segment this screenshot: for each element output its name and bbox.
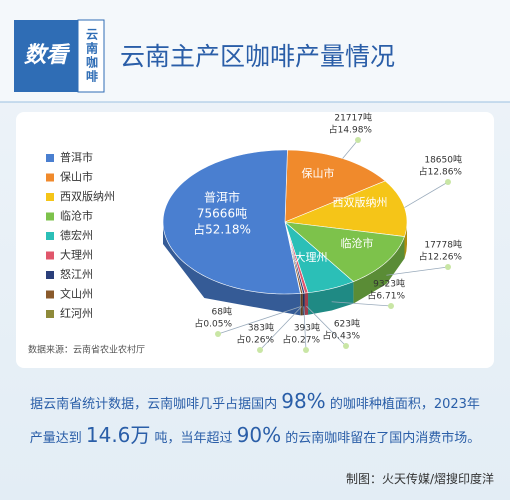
legend-label: 文山州	[60, 287, 93, 301]
legend-label: 德宏州	[60, 228, 93, 242]
callout-dot	[445, 179, 451, 185]
legend-swatch	[46, 173, 54, 182]
note: 据云南省统计数据，云南咖啡几乎占据国内 98% 的咖啡种植面积，2023年 产量达…	[0, 386, 510, 454]
legend-swatch	[46, 290, 54, 299]
slice	[284, 221, 354, 294]
percent-label: 占6.71%	[367, 290, 405, 302]
legend-swatch	[46, 251, 54, 260]
value-label: 17778吨	[424, 239, 462, 251]
callout-line	[259, 306, 303, 351]
callout-dot	[257, 347, 263, 353]
callout-dot	[388, 303, 394, 309]
slice	[284, 149, 386, 223]
callout-line	[331, 301, 392, 307]
callout-line	[404, 181, 449, 208]
percent-label: 占0.27%	[282, 334, 320, 346]
percent-label: 占0.05%	[194, 318, 232, 330]
legend-swatch	[46, 310, 54, 318]
legend-swatch	[46, 232, 54, 240]
legend-label: 怒江州	[60, 267, 93, 281]
slice-side	[304, 292, 309, 316]
callout-line	[306, 305, 347, 347]
slice-side	[308, 281, 354, 315]
callout-line	[342, 139, 359, 159]
badge-box	[14, 20, 78, 92]
slice-side	[163, 222, 301, 316]
legend-swatch	[46, 154, 54, 162]
note-line: 据云南省统计数据，云南咖啡几乎占据国内 98% 的咖啡种植面积，2023年	[0, 386, 510, 420]
percent-label: 占14.98%	[329, 124, 373, 136]
value-label: 18650吨	[424, 154, 462, 166]
title: 云南主产区咖啡产量情况	[120, 42, 395, 71]
slice-side	[353, 236, 405, 304]
slice-label: 大理州	[295, 250, 328, 264]
legend-label: 大理州	[60, 248, 93, 262]
note-text: 的云南咖啡留在了国内消费市场。	[281, 431, 481, 446]
value-label: 9323吨	[373, 278, 405, 290]
tag-box	[77, 19, 105, 93]
note-text: 的咖啡种植面积，2023年	[325, 397, 480, 412]
note-text: 产量达到	[29, 431, 86, 446]
legend-swatch	[46, 271, 54, 279]
legend-label: 保山市	[60, 170, 93, 184]
callout-line	[217, 306, 301, 335]
slice-label: 西双版纳州	[333, 195, 388, 209]
legend-label: 临沧市	[60, 209, 93, 223]
slice-percent: 占52.18%	[193, 222, 251, 237]
note-text: 据云南省统计数据，云南咖啡几乎占据国内	[30, 397, 282, 412]
legend-label: 红河州	[60, 307, 93, 320]
slice-value: 75666吨	[197, 207, 247, 221]
value-label: 623吨	[334, 318, 360, 330]
callout-line	[386, 266, 449, 276]
note-highlight: 98%	[281, 389, 326, 413]
badge: 数看	[24, 43, 71, 68]
note-highlight: 14.6万	[85, 423, 151, 447]
percent-label: 占12.86%	[419, 166, 463, 178]
slice	[284, 221, 405, 282]
slice-label: 普洱市	[204, 190, 240, 205]
percent-label: 占0.26%	[236, 334, 274, 346]
legend-label: 西双版纳州	[60, 189, 115, 203]
legend-swatch	[46, 193, 54, 201]
callout-line	[303, 306, 307, 351]
value-label: 383吨	[248, 322, 274, 334]
credit: 制图：火天传媒/熠搜印度洋	[345, 472, 494, 486]
legend-label: 普洱市	[60, 150, 93, 164]
value-label: 68吨	[212, 306, 232, 318]
callout-dot	[355, 137, 361, 143]
slice	[283, 180, 408, 237]
note-text: 吨，当年超过	[150, 431, 237, 446]
legend-swatch	[46, 212, 54, 221]
note-line: 产量达到 14.6万 吨，当年超过 90% 的云南咖啡留在了国内消费市场。	[0, 420, 510, 454]
callout-dot	[445, 264, 451, 270]
callout-dot	[343, 343, 349, 349]
note-highlight: 90%	[236, 423, 282, 447]
percent-label: 占0.43%	[322, 330, 360, 342]
slice-label: 临沧市	[341, 236, 374, 250]
callout-dot	[215, 331, 221, 337]
slice-side	[300, 293, 303, 316]
source: 数据来源：云南省农业农村厅	[28, 344, 145, 356]
percent-label: 占12.26%	[419, 251, 463, 263]
chart: 数看 云南咖啡 云南主产区咖啡产量情况 数据来源：云南省农业农村厅 普洱市保山市…	[0, 0, 510, 356]
value-label: 393吨	[294, 322, 320, 334]
value-label: 21717吨	[334, 112, 372, 124]
tag: 云南咖啡	[85, 28, 99, 84]
slice	[162, 149, 301, 295]
slice-label: 保山市	[302, 166, 335, 180]
slice-side	[404, 222, 407, 259]
callout-dot	[303, 347, 309, 353]
